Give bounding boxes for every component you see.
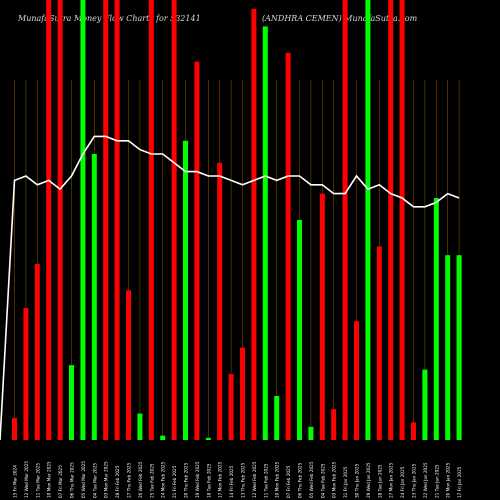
money-flow-bar xyxy=(205,437,211,440)
x-tick-label: 05 Wed Feb 2025 xyxy=(309,461,314,498)
money-flow-bar xyxy=(194,61,200,440)
money-flow-bar xyxy=(171,0,177,440)
money-flow-bar xyxy=(23,308,29,440)
x-tick-label: 31 Fri Jan 2025 xyxy=(343,466,348,498)
money-flow-bar xyxy=(365,0,371,440)
x-tick-label: 10 Mon Mar 2025 xyxy=(47,461,52,498)
x-tick-label: 12 Wed Mar 2025 xyxy=(24,461,29,498)
money-flow-bar xyxy=(411,422,416,440)
money-flow-bar xyxy=(126,290,131,440)
x-tick-label: 07 Fri Mar 2025 xyxy=(58,465,63,498)
chart-title-right: (ANDHRA CEMEN) MunafaSutra.com xyxy=(262,14,418,23)
money-flow-bar xyxy=(319,193,325,440)
x-tick-label: 21 Tue Jan 2025 xyxy=(434,464,439,498)
x-tick-label: 03 Mon Mar 2025 xyxy=(104,461,109,498)
money-flow-bar xyxy=(399,0,405,440)
x-tick-label: 18 Tue Feb 2025 xyxy=(206,463,211,498)
money-flow-bar xyxy=(183,140,188,441)
x-tick-label: 30 Thu Jan 2025 xyxy=(355,463,360,498)
money-flow-bar xyxy=(251,8,257,441)
x-tick-label: 15 Fri Mar 2024 xyxy=(13,465,18,498)
money-flow-bar xyxy=(342,0,348,440)
x-tick-label: 20 Mon Jan 2025 xyxy=(446,462,451,498)
money-flow-bar xyxy=(91,154,97,440)
x-tick-label: 27 Thu Feb 2025 xyxy=(127,462,132,498)
x-tick-label: 28 Fri Feb 2025 xyxy=(115,465,120,498)
x-tick-label: 05 Wed Mar 2025 xyxy=(81,461,86,498)
x-tick-label: 22 Wed Jan 2025 xyxy=(423,462,428,498)
money-flow-bar xyxy=(240,347,245,440)
money-flow-bar xyxy=(114,0,120,440)
x-tick-label: 26 Wed Feb 2025 xyxy=(138,461,143,498)
money-flow-bar xyxy=(57,0,63,440)
x-tick-label: 24 Fri Jan 2025 xyxy=(400,466,405,498)
x-tick-label: 23 Thu Jan 2025 xyxy=(412,463,417,498)
money-flow-bar xyxy=(297,220,302,440)
x-tick-label: 17 Mon Feb 2025 xyxy=(218,461,223,498)
money-flow-bar xyxy=(331,409,337,440)
money-flow-bar xyxy=(12,418,17,440)
x-tick-label: 19 Wed Feb 2025 xyxy=(195,461,200,498)
money-flow-bar xyxy=(376,246,382,440)
x-tick-label: 28 Tue Jan 2025 xyxy=(377,464,382,498)
money-flow-bar xyxy=(46,0,52,440)
money-flow-bar xyxy=(354,321,359,440)
money-flow-bar xyxy=(34,264,40,440)
chart-title-left: MunafaSutra Money Flow Charts for 532141 xyxy=(18,14,201,23)
money-flow-bar xyxy=(422,369,428,440)
money-flow-bar xyxy=(262,26,268,441)
x-tick-label: 03 Mon Feb 2025 xyxy=(332,461,337,498)
money-flow-bar xyxy=(80,0,86,440)
money-flow-bar xyxy=(433,198,439,440)
money-flow-bar xyxy=(148,0,154,440)
money-flow-bar xyxy=(69,365,74,440)
x-tick-label: 07 Fri Feb 2025 xyxy=(286,465,291,498)
money-flow-bar xyxy=(228,374,234,440)
x-tick-label: 11 Tue Mar 2025 xyxy=(35,463,40,498)
money-flow-bar xyxy=(388,0,394,440)
x-tick-label: 06 Thu Mar 2025 xyxy=(70,462,75,498)
x-tick-label: 11 Tue Feb 2025 xyxy=(263,463,268,498)
x-tick-label: 04 Tue Mar 2025 xyxy=(92,463,97,498)
money-flow-bar xyxy=(160,435,166,440)
money-flow-bar xyxy=(308,426,314,440)
price-line xyxy=(0,135,460,441)
x-tick-label: 04 Tue Feb 2025 xyxy=(320,463,325,498)
x-tick-label: 13 Thu Feb 2025 xyxy=(241,462,246,498)
money-flow-bar xyxy=(137,413,143,440)
x-tick-label: 10 Mon Feb 2025 xyxy=(275,461,280,498)
x-tick-label: 25 Tue Feb 2025 xyxy=(149,463,154,498)
x-tick-label: 29 Wed Jan 2025 xyxy=(366,462,371,498)
money-flow-bar xyxy=(285,52,291,441)
x-tick-label: 20 Thu Feb 2025 xyxy=(184,462,189,498)
x-tick-label: 06 Thu Feb 2025 xyxy=(298,462,303,498)
money-flow-bar xyxy=(217,162,223,441)
money-flow-bar xyxy=(103,0,109,440)
money-flow-bar xyxy=(445,255,451,440)
money-flow-bar xyxy=(274,396,280,440)
x-tick-label: 24 Mon Feb 2025 xyxy=(161,461,166,498)
x-tick-label: 12 Wed Feb 2025 xyxy=(252,461,257,498)
x-tick-label: 27 Mon Jan 2025 xyxy=(389,462,394,498)
money-flow-bar xyxy=(456,255,462,440)
x-tick-label: 17 Fri Jan 2025 xyxy=(457,466,462,498)
x-tick-label: 21 Fri Feb 2025 xyxy=(172,465,177,498)
x-tick-label: 14 Fri Feb 2025 xyxy=(229,465,234,498)
